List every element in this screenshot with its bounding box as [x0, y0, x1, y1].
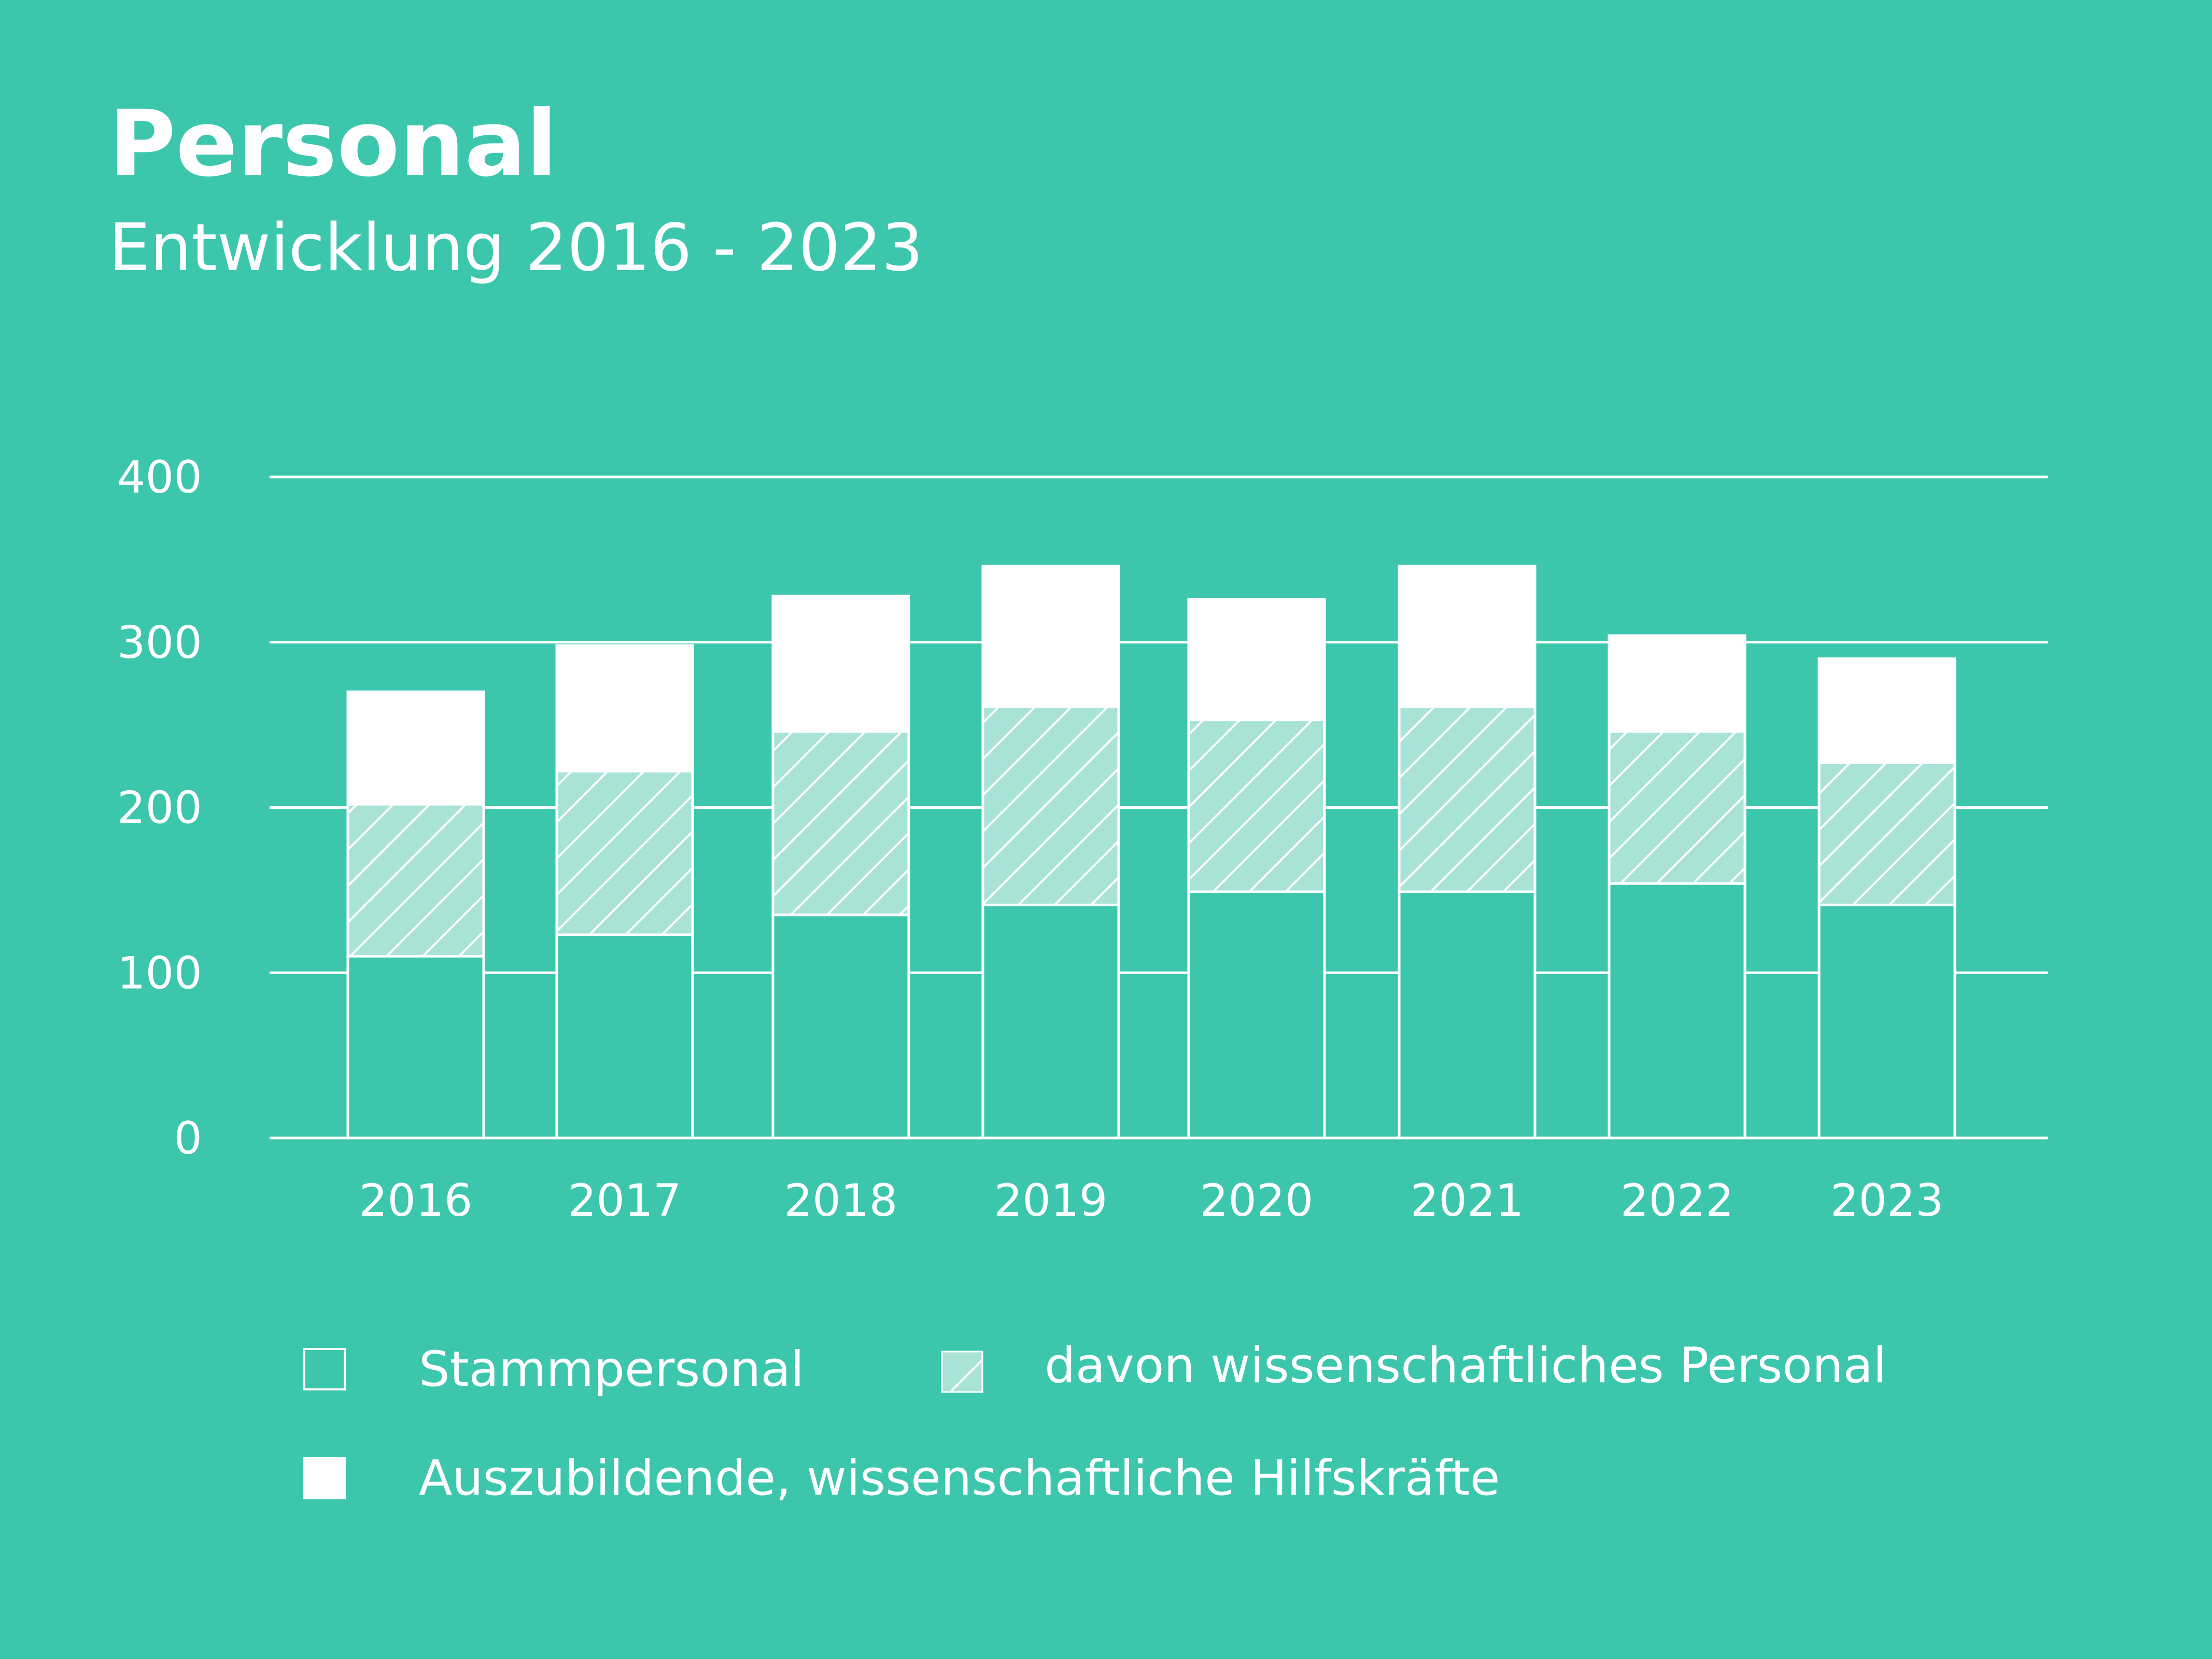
legend-label-stamm: Stammpersonal: [419, 1341, 805, 1398]
y-tick-label-100: 100: [117, 947, 202, 999]
chart-title: Personal: [109, 91, 558, 197]
bar-stammpersonal-2023: [1817, 904, 1956, 1140]
bar-wissenschaftlich-2023: [1817, 761, 1956, 907]
bar-stammpersonal-2021: [1398, 890, 1537, 1140]
legend-swatch-wiss: [941, 1351, 983, 1393]
bar-stammpersonal-2019: [981, 904, 1120, 1140]
x-tick-label-2016: 2016: [359, 1175, 473, 1227]
y-tick-label-300: 300: [117, 617, 202, 669]
y-tick-label-0: 0: [174, 1113, 202, 1164]
x-tick-label-2018: 2018: [784, 1175, 898, 1227]
x-tick-label-2023: 2023: [1830, 1175, 1944, 1227]
legend-label-azubi: Auszubildende, wissenschaftliche Hilfskr…: [419, 1450, 1500, 1507]
x-tick-label-2019: 2019: [994, 1175, 1108, 1227]
bar-wissenschaftlich-2020: [1187, 719, 1326, 893]
y-tick-label-400: 400: [117, 452, 202, 503]
chart-subtitle: Entwicklung 2016 - 2023: [109, 209, 923, 286]
bar-auszubildende-2018: [771, 595, 910, 733]
bars: [346, 565, 1956, 1140]
x-axis-ticks: 2016 2017 2018 2019 2020 2021 2022 2023: [359, 1175, 1944, 1227]
x-tick-label-2020: 2020: [1200, 1175, 1314, 1227]
bar-auszubildende-2019: [981, 565, 1120, 708]
bar-wissenschaftlich-2019: [981, 705, 1120, 907]
grid-lines: [270, 475, 2048, 1140]
x-tick-label-2022: 2022: [1621, 1175, 1734, 1227]
bar-auszubildende-2021: [1398, 565, 1537, 708]
bar-wissenschaftlich-2018: [771, 730, 910, 917]
y-tick-label-200: 200: [117, 782, 202, 834]
x-tick-label-2017: 2017: [568, 1175, 682, 1227]
bar-auszubildende-2016: [346, 690, 485, 806]
legend-swatch-stamm: [303, 1348, 346, 1390]
bar-auszubildende-2022: [1608, 634, 1746, 733]
bar-stammpersonal-2020: [1187, 890, 1326, 1140]
bar-auszubildende-2020: [1187, 598, 1326, 722]
bar-auszubildende-2023: [1817, 657, 1956, 764]
bar-wissenschaftlich-2021: [1398, 705, 1537, 893]
y-axis-ticks: 0 100 200 300 400: [117, 452, 202, 1164]
x-tick-label-2021: 2021: [1411, 1175, 1524, 1227]
bar-wissenschaftlich-2016: [346, 803, 485, 958]
legend-label-wiss: davon wissenschaftliches Personal: [1045, 1338, 1887, 1394]
bar-stammpersonal-2016: [346, 954, 485, 1140]
bar-stammpersonal-2018: [771, 913, 910, 1140]
bar-auszubildende-2017: [555, 644, 694, 772]
bar-stammpersonal-2017: [555, 933, 694, 1140]
bar-wissenschaftlich-2017: [555, 769, 694, 936]
legend-swatch-azubi: [303, 1457, 346, 1499]
bar-wissenschaftlich-2022: [1608, 730, 1746, 885]
bar-stammpersonal-2022: [1608, 882, 1746, 1140]
